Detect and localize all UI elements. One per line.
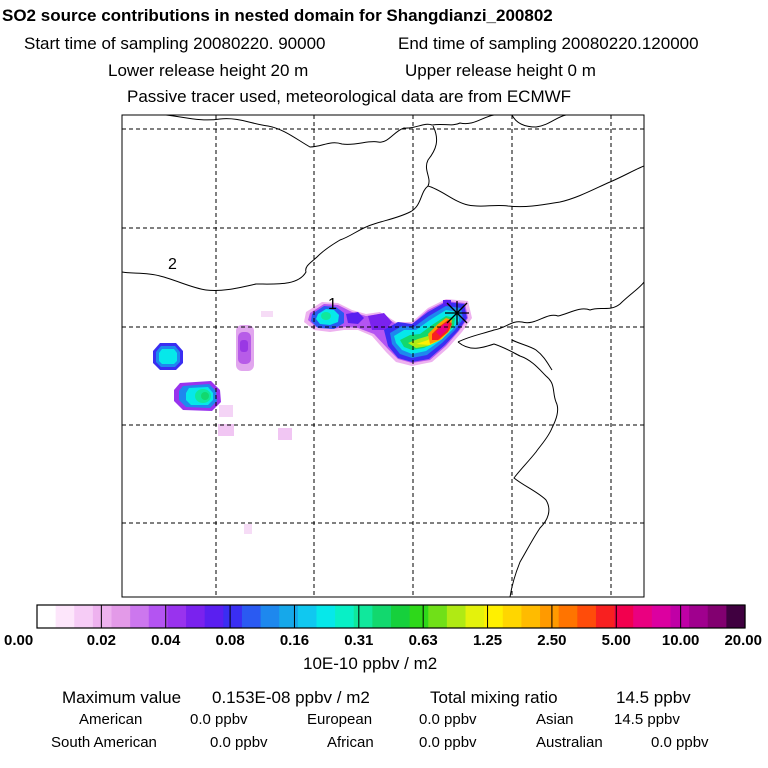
legend-swatch xyxy=(74,605,94,628)
legend-dividers xyxy=(100,605,682,628)
legend-swatch xyxy=(428,605,448,628)
legend-swatch xyxy=(204,605,224,628)
legend-swatch xyxy=(726,605,746,628)
source-label-1: 1 xyxy=(328,296,337,313)
region-name: Asian xyxy=(536,711,574,728)
total-label: Total mixing ratio xyxy=(430,688,558,707)
legend-tick-label: 20.00 xyxy=(724,632,762,649)
plume-patch xyxy=(219,405,233,417)
legend-swatch xyxy=(633,605,653,628)
region-value: 14.5 ppbv xyxy=(614,711,680,728)
coastlines xyxy=(122,115,644,597)
plume-patch xyxy=(261,311,273,317)
plume-purple-column xyxy=(236,325,254,371)
legend-swatch xyxy=(409,605,429,628)
legend-swatch xyxy=(260,605,280,628)
legend-swatch xyxy=(446,605,467,628)
plume-patch xyxy=(278,428,292,440)
region-name: American xyxy=(79,711,143,728)
region-name: European xyxy=(307,711,373,728)
region-value: 0.0 ppbv xyxy=(190,711,248,728)
source-label-2: 2 xyxy=(168,256,177,273)
region-name: South American xyxy=(51,734,157,751)
tracer-info: Passive tracer used, meteorological data… xyxy=(127,87,572,106)
plume-patch xyxy=(218,424,234,436)
region-value: 0.0 ppbv xyxy=(419,734,477,751)
legend-tick-label: 10.00 xyxy=(662,632,700,649)
legend-swatches xyxy=(37,605,746,628)
concentration-field xyxy=(153,299,472,534)
plume-southwest-blob xyxy=(174,381,221,411)
legend-unit: 10E-10 ppbv / m2 xyxy=(303,654,438,673)
legend-tick-label: 0.16 xyxy=(280,632,309,649)
legend-tick-label: 1.25 xyxy=(473,632,502,649)
map-grid xyxy=(122,115,644,597)
legend-tick-labels: 0.00 0.02 0.04 0.08 0.16 0.31 0.63 1.25 2.50 5.00… xyxy=(4,632,762,649)
start-time: Start time of sampling 20080220. 90000 xyxy=(24,34,326,53)
legend-tick-label: 0.08 xyxy=(215,632,244,649)
legend-swatch xyxy=(540,605,560,628)
map-panel: 2 1 xyxy=(121,114,645,598)
legend-frame xyxy=(36,604,746,629)
legend-tick-label: 0.02 xyxy=(87,632,116,649)
legend-swatch xyxy=(111,605,131,628)
page-title: SO2 source contributions in nested domai… xyxy=(2,6,553,25)
legend-swatch xyxy=(670,605,690,628)
legend-tick-label: 2.50 xyxy=(537,632,566,649)
legend-swatch xyxy=(707,605,727,628)
legend-swatch xyxy=(186,605,206,628)
legend-swatch xyxy=(316,605,336,628)
region-value: 0.0 ppbv xyxy=(419,711,477,728)
end-time: End time of sampling 20080220.120000 xyxy=(398,34,699,53)
region-value: 0.0 ppbv xyxy=(210,734,268,751)
legend-tick-label: 0.31 xyxy=(344,632,373,649)
legend-swatch xyxy=(577,605,597,628)
legend-swatch xyxy=(92,605,113,628)
plume-patch xyxy=(244,524,252,534)
legend-swatch xyxy=(521,605,541,628)
legend-tick-label: 5.00 xyxy=(602,632,631,649)
legend-swatch xyxy=(148,605,169,628)
map-frame xyxy=(121,114,645,598)
legend-swatch xyxy=(391,605,411,628)
total-value: 14.5 ppbv xyxy=(616,688,691,707)
color-legend: 0.00 0.02 0.04 0.08 0.16 0.31 0.63 1.25 2.50 5.00… xyxy=(4,604,762,649)
max-value: 0.153E-08 ppbv / m2 xyxy=(212,688,370,707)
legend-swatch xyxy=(37,605,57,628)
plume-main-band xyxy=(304,299,472,366)
upper-release-height: Upper release height 0 m xyxy=(405,61,596,80)
region-name: African xyxy=(327,734,374,751)
legend-swatch xyxy=(223,605,243,628)
legend-swatch xyxy=(297,605,318,628)
legend-swatch xyxy=(167,605,187,628)
legend-swatch xyxy=(595,605,616,628)
legend-tick-label: 0.63 xyxy=(409,632,438,649)
region-name: Australian xyxy=(536,734,603,751)
legend-swatch xyxy=(279,605,299,628)
legend-swatch xyxy=(372,605,392,628)
legend-swatch xyxy=(465,605,485,628)
region-value: 0.0 ppbv xyxy=(651,734,709,751)
legend-swatch xyxy=(614,605,634,628)
lower-release-height: Lower release height 20 m xyxy=(108,61,309,80)
legend-swatch xyxy=(353,605,373,628)
legend-swatch xyxy=(241,605,262,628)
legend-swatch xyxy=(484,605,504,628)
legend-swatch xyxy=(502,605,523,628)
legend-tick-label: 0.04 xyxy=(151,632,181,649)
legend-swatch xyxy=(335,605,355,628)
legend-swatch xyxy=(55,605,75,628)
max-label: Maximum value xyxy=(62,688,182,707)
legend-swatch xyxy=(651,605,672,628)
legend-swatch xyxy=(130,605,150,628)
receptor-star-icon xyxy=(445,301,469,325)
legend-swatch xyxy=(558,605,578,628)
legend-swatch xyxy=(689,605,709,628)
plume-west-blob xyxy=(153,343,183,370)
legend-tick-label: 0.00 xyxy=(4,632,33,649)
